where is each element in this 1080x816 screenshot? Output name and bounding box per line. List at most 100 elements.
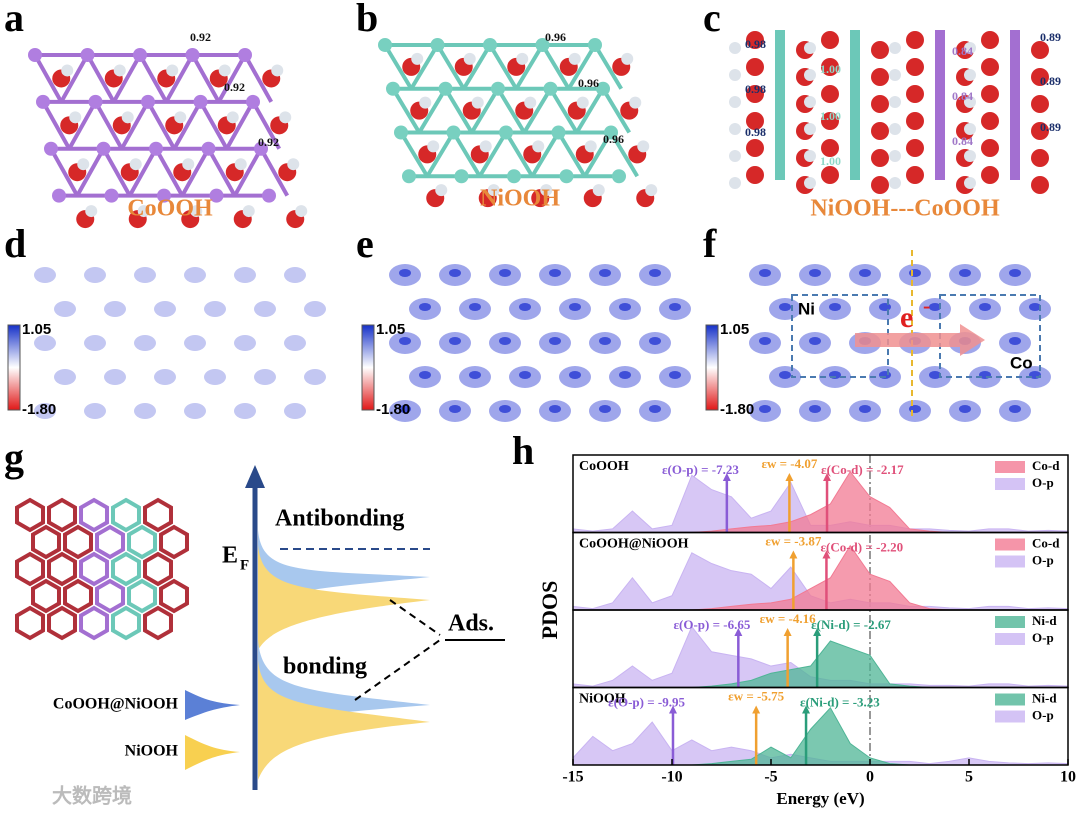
marker-label: εw = -5.75 [728, 688, 784, 703]
atom [804, 96, 816, 108]
atom [88, 94, 103, 109]
density-core [549, 269, 561, 277]
atom [746, 139, 764, 157]
atom [129, 158, 142, 171]
atom [427, 140, 440, 153]
density-blob [134, 403, 156, 419]
atom [279, 111, 292, 124]
atom [454, 169, 469, 184]
bond [399, 131, 429, 178]
density-blob [304, 369, 326, 385]
bond [49, 147, 79, 197]
atom [516, 52, 529, 65]
band [258, 660, 430, 780]
bond [190, 54, 221, 103]
atom [52, 188, 66, 203]
charge-label: 0.92 [224, 80, 245, 94]
density-core [669, 371, 681, 379]
density-blob [304, 301, 326, 317]
atom [1031, 41, 1049, 59]
density-blob [54, 369, 76, 385]
density-blob [204, 369, 226, 385]
charge-label: 0.84 [952, 89, 973, 103]
marker-head [785, 473, 794, 481]
density-core [449, 405, 461, 413]
atom [906, 85, 924, 103]
atom [906, 58, 924, 76]
panel-label: a [4, 0, 24, 40]
bond [556, 131, 587, 178]
density-core [909, 269, 921, 277]
box [791, 294, 889, 378]
density-core [519, 371, 531, 379]
density-core [959, 405, 971, 413]
density-core [399, 337, 411, 345]
hex [143, 605, 173, 641]
density-core [909, 405, 921, 413]
atom [411, 52, 424, 65]
colorbar-label: -1.80 [376, 401, 410, 418]
panel-label: e [356, 221, 374, 266]
label: Antibonding [275, 506, 404, 532]
density-core [399, 405, 411, 413]
density-blob [84, 267, 106, 283]
atom [1031, 149, 1049, 167]
hex [111, 605, 141, 641]
bond [233, 147, 263, 197]
bond [530, 131, 561, 178]
atom [981, 31, 999, 49]
x-axis-label: Energy (eV) [776, 789, 864, 808]
charge-label: 1.00 [820, 62, 841, 76]
panel-label: f [703, 221, 717, 266]
density-core [519, 303, 531, 311]
density-core [619, 303, 631, 311]
atom [61, 64, 74, 77]
hex [31, 524, 61, 560]
marker-head [802, 705, 811, 714]
bond [164, 54, 195, 103]
atom [435, 184, 448, 197]
atom [981, 139, 999, 157]
colorbar [361, 324, 375, 411]
atom [746, 112, 764, 130]
hex [127, 578, 157, 614]
bond [567, 43, 597, 90]
subplot-name: NiOOH [579, 692, 626, 707]
colorbar [705, 324, 719, 411]
atom [964, 69, 976, 81]
density-core [1009, 269, 1021, 277]
marker-label: ε(Co-d) = -2.17 [821, 462, 904, 477]
atom [981, 58, 999, 76]
density-core [419, 303, 431, 311]
atom [964, 96, 976, 108]
atom [471, 96, 484, 109]
charge-label: 0.98 [745, 82, 766, 96]
legend-label: Ni-d [1032, 613, 1057, 628]
atom [419, 96, 432, 109]
atom [871, 149, 889, 167]
density-core [599, 269, 611, 277]
bond [575, 87, 605, 134]
charge-label: 0.96 [603, 132, 624, 146]
bond [435, 43, 466, 90]
atom [201, 141, 216, 156]
density-core [809, 337, 821, 345]
bond [93, 100, 124, 150]
atom [77, 158, 90, 171]
hex [63, 578, 93, 614]
atom [507, 169, 521, 184]
atom [193, 94, 208, 109]
density-blob [254, 369, 276, 385]
label: F [240, 557, 249, 573]
atom [121, 111, 134, 124]
link [354, 639, 441, 701]
density-blob [104, 369, 126, 385]
atom [104, 188, 119, 203]
atom [621, 52, 634, 65]
atom [96, 141, 111, 156]
bond [391, 87, 421, 134]
density-core [599, 337, 611, 345]
atom [157, 188, 171, 203]
atom [234, 158, 247, 171]
